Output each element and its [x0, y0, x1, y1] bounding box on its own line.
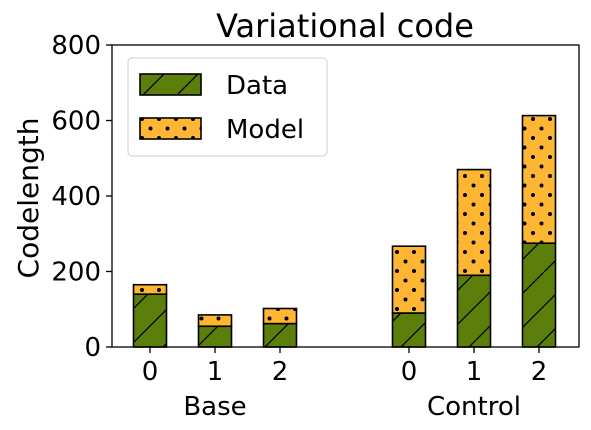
x-axis: 0 1 2 0 1 2 [142, 347, 548, 387]
x-tick-label: 0 [142, 357, 159, 387]
bar-data [391, 312, 427, 348]
bar-data [132, 293, 168, 348]
x-tick-label: 1 [466, 357, 483, 387]
y-tick-label: 200 [51, 258, 101, 288]
y-tick-label: 400 [51, 182, 101, 212]
legend: Data Model [127, 57, 328, 157]
bar-model [132, 283, 168, 295]
legend-swatch-model [139, 117, 202, 140]
x-tick-label: 2 [531, 357, 548, 387]
bar-data [456, 274, 492, 348]
bar-data [197, 325, 233, 348]
x-tick-label: 0 [401, 357, 418, 387]
legend-label-model: Model [226, 115, 304, 145]
y-tick-label: 0 [84, 333, 101, 363]
x-tick-label: 2 [272, 357, 289, 387]
bar-data [521, 242, 557, 348]
y-axis-title: Codelength [12, 118, 45, 279]
bars [132, 114, 557, 348]
bar-model [521, 114, 557, 244]
bar-data [262, 322, 298, 348]
y-tick-label: 600 [51, 107, 101, 137]
group-label: Control [427, 392, 521, 422]
legend-swatch-data [139, 73, 202, 96]
legend-label-data: Data [226, 71, 288, 101]
x-tick-label: 1 [207, 357, 224, 387]
bar-model [456, 168, 492, 277]
group-labels: Base Control [183, 392, 521, 422]
group-label: Base [183, 392, 246, 422]
y-tick-label: 800 [51, 31, 101, 61]
bar-model [391, 245, 427, 314]
bar-model [197, 314, 233, 328]
bar-model [262, 307, 298, 325]
y-axis: 0 200 400 600 800 [51, 31, 112, 363]
chart-title: Variational code [216, 7, 474, 45]
plot-frame [111, 44, 580, 348]
